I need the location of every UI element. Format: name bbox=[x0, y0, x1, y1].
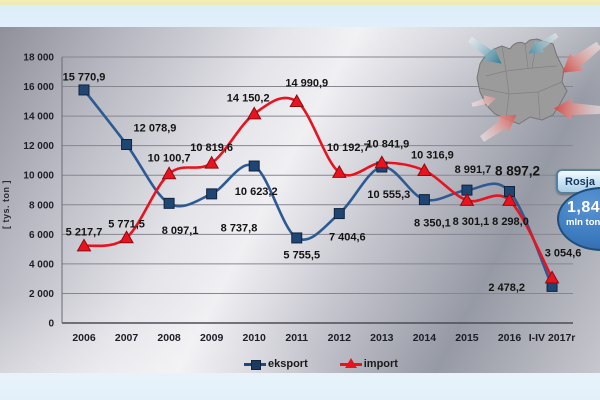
eksport-line bbox=[82, 88, 554, 288]
eksport-data-label: 8 897,2 bbox=[495, 163, 540, 178]
y-tick-label: 8 000 bbox=[29, 200, 54, 211]
import-legend-marker-icon bbox=[339, 357, 362, 368]
eksport-marker bbox=[291, 232, 303, 244]
x-axis-label: 2006 bbox=[72, 332, 96, 344]
import-marker bbox=[204, 155, 220, 169]
poland-trade-map bbox=[468, 32, 600, 142]
x-axis-label: 2010 bbox=[243, 332, 267, 344]
x-axis-label: 2011 bbox=[285, 332, 308, 344]
x-axis-label: 2016 bbox=[498, 332, 522, 344]
eksport-data-label: 2 478,2 bbox=[488, 282, 525, 294]
y-tick-label: 10 000 bbox=[23, 171, 54, 182]
chart-legend: eksport import bbox=[244, 357, 398, 370]
import-data-label: 5 771,5 bbox=[108, 219, 145, 231]
y-tick-label: 16 000 bbox=[23, 82, 54, 93]
import-data-label: 10 841,9 bbox=[366, 139, 409, 151]
eksport-marker bbox=[163, 197, 175, 209]
import-arrow-icon bbox=[471, 41, 600, 142]
import-data-label: 8 298,0 bbox=[492, 216, 529, 228]
import-marker bbox=[331, 164, 347, 178]
rosja-unit: mln ton bbox=[566, 217, 600, 228]
import-marker bbox=[374, 155, 390, 169]
eksport-legend-marker-icon bbox=[244, 359, 266, 370]
y-axis-title: [ tys. ton ] bbox=[1, 180, 11, 230]
legend-item-eksport: eksport bbox=[244, 358, 308, 370]
eksport-data-label: 12 078,9 bbox=[134, 122, 177, 134]
legend-item-import: import bbox=[339, 357, 398, 370]
y-tick-label: 0 bbox=[48, 319, 54, 330]
voivodeship-borders bbox=[479, 38, 563, 120]
y-tick-label: 14 000 bbox=[23, 112, 54, 123]
eksport-data-label: 8 097,1 bbox=[162, 225, 199, 237]
rosja-label-text: Rosja bbox=[565, 175, 595, 188]
eksport-marker bbox=[418, 194, 430, 206]
eksport-marker bbox=[206, 188, 218, 200]
import-data-label: 8 301,1 bbox=[453, 216, 490, 228]
eksport-marker bbox=[248, 160, 260, 172]
y-tick-label: 2 000 bbox=[29, 289, 54, 300]
y-tick-label: 18 000 bbox=[23, 53, 54, 64]
export-arrow-icon bbox=[468, 32, 559, 64]
slide-top-border bbox=[0, 0, 600, 5]
import-marker bbox=[119, 230, 134, 244]
import-marker bbox=[459, 192, 475, 206]
y-tick-label: 4 000 bbox=[29, 259, 54, 270]
x-axis-label: 2015 bbox=[455, 332, 479, 344]
eksport-marker bbox=[333, 208, 345, 220]
x-axis-label: 2009 bbox=[200, 332, 224, 344]
legend-label-import: import bbox=[363, 358, 398, 370]
import-marker bbox=[289, 93, 305, 107]
y-tick-label: 12 000 bbox=[23, 141, 54, 152]
eksport-marker bbox=[78, 84, 90, 96]
eksport-data-label: 8 991,7 bbox=[455, 164, 492, 176]
x-axis-label: 2014 bbox=[413, 332, 437, 344]
import-marker bbox=[544, 270, 560, 284]
eksport-marker bbox=[121, 139, 133, 151]
import-data-label: 3 054,6 bbox=[545, 248, 582, 260]
eksport-data-label: 8 737,8 bbox=[221, 223, 258, 235]
import-data-label: 10 819,6 bbox=[190, 142, 233, 154]
import-data-label: 10 316,9 bbox=[411, 149, 454, 161]
eksport-data-label: 7 404,6 bbox=[329, 231, 366, 243]
legend-label-eksport: eksport bbox=[268, 358, 308, 370]
import-marker bbox=[161, 166, 177, 180]
eksport-data-label: 8 350,1 bbox=[414, 217, 451, 229]
import-marker bbox=[502, 192, 517, 206]
eksport-data-label: 5 755,5 bbox=[283, 250, 320, 262]
import-marker bbox=[76, 238, 92, 252]
x-axis-label: 2008 bbox=[157, 332, 181, 344]
import-marker bbox=[417, 163, 432, 177]
eksport-data-label: 10 555,3 bbox=[367, 189, 410, 201]
eksport-data-label: 15 770,9 bbox=[63, 72, 106, 84]
x-axis-label: 2013 bbox=[370, 332, 394, 344]
y-tick-label: 6 000 bbox=[29, 230, 54, 241]
eksport-data-label: 10 623,2 bbox=[235, 186, 278, 198]
rosja-value: 1,84 bbox=[567, 199, 600, 216]
x-axis-label: 2012 bbox=[328, 332, 352, 344]
import-data-label: 14 150,2 bbox=[227, 93, 270, 105]
import-data-label: 5 217,7 bbox=[66, 227, 103, 239]
import-marker bbox=[246, 106, 262, 120]
import-data-label: 10 192,7 bbox=[327, 142, 370, 154]
x-axis-label: 2007 bbox=[115, 332, 139, 344]
import-data-label: 14 990,9 bbox=[285, 77, 328, 89]
x-axis-label: I-IV 2017r bbox=[529, 332, 576, 344]
import-data-label: 10 100,7 bbox=[148, 153, 191, 165]
